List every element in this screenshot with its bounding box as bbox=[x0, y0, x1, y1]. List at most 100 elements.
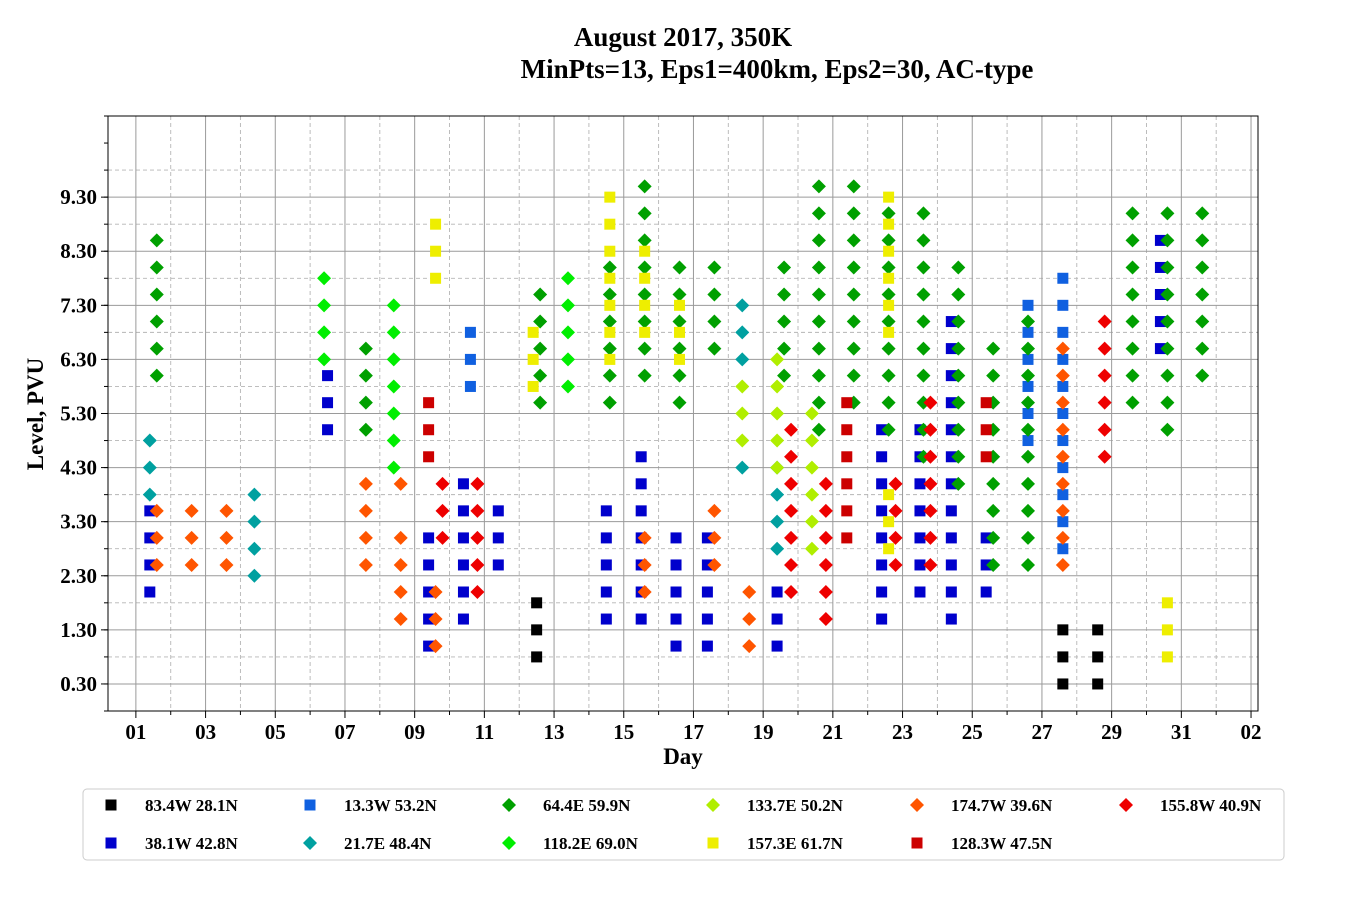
x-tick-label: 21 bbox=[822, 720, 843, 744]
data-point bbox=[1021, 557, 1035, 572]
data-point bbox=[883, 326, 895, 338]
data-point bbox=[184, 503, 199, 518]
data-point bbox=[423, 559, 435, 571]
data-point bbox=[735, 406, 750, 421]
data-point bbox=[986, 557, 1001, 572]
data-point bbox=[916, 287, 931, 302]
data-point bbox=[670, 532, 682, 544]
data-point bbox=[846, 341, 861, 356]
data-point bbox=[561, 379, 575, 394]
data-point bbox=[600, 613, 612, 625]
data-point bbox=[1022, 408, 1034, 419]
data-point bbox=[430, 245, 442, 257]
data-point bbox=[951, 449, 966, 464]
data-point bbox=[386, 406, 401, 421]
data-point bbox=[247, 568, 262, 583]
data-point bbox=[784, 503, 799, 518]
data-point bbox=[1057, 678, 1069, 690]
data-point bbox=[883, 245, 895, 257]
data-point bbox=[1055, 368, 1070, 383]
data-point bbox=[635, 505, 647, 517]
data-point bbox=[637, 368, 652, 383]
data-point bbox=[358, 557, 373, 572]
data-point bbox=[923, 422, 938, 437]
data-point bbox=[219, 530, 234, 545]
data-point bbox=[672, 314, 687, 329]
legend-marker bbox=[502, 836, 516, 850]
data-point bbox=[1125, 260, 1140, 275]
x-tick-label: 31 bbox=[1171, 720, 1192, 744]
data-point bbox=[876, 559, 888, 571]
data-point bbox=[1097, 422, 1112, 437]
data-point bbox=[771, 586, 783, 598]
data-point bbox=[818, 612, 833, 627]
data-point bbox=[742, 585, 757, 599]
data-point bbox=[1161, 624, 1173, 636]
data-point bbox=[986, 530, 1001, 545]
data-point bbox=[602, 314, 617, 329]
data-point bbox=[770, 514, 785, 529]
data-point bbox=[1057, 651, 1069, 663]
legend-marker bbox=[105, 799, 117, 811]
data-point bbox=[637, 557, 652, 572]
data-point bbox=[1057, 462, 1069, 474]
data-point bbox=[1021, 314, 1035, 329]
legend-label: 133.7E 50.2N bbox=[747, 796, 844, 815]
legend-marker bbox=[303, 836, 317, 850]
data-point bbox=[945, 559, 957, 571]
data-point bbox=[811, 206, 826, 221]
data-point bbox=[1125, 287, 1140, 302]
data-point bbox=[393, 557, 408, 572]
y-axis-label: Level, PVU bbox=[23, 357, 48, 470]
data-point bbox=[881, 395, 896, 410]
data-point bbox=[707, 530, 722, 545]
data-point bbox=[883, 272, 895, 284]
data-point bbox=[707, 557, 722, 572]
data-point bbox=[1055, 341, 1070, 356]
data-point bbox=[604, 218, 616, 230]
data-point bbox=[846, 368, 861, 383]
data-point bbox=[770, 379, 785, 394]
data-point bbox=[951, 314, 966, 329]
data-point bbox=[777, 341, 792, 356]
data-point bbox=[1055, 449, 1070, 464]
data-point bbox=[672, 341, 687, 356]
legend-label: 157.3E 61.7N bbox=[747, 834, 844, 853]
data-point bbox=[533, 314, 548, 329]
data-point bbox=[1160, 314, 1175, 329]
data-point bbox=[604, 299, 616, 311]
x-tick-label: 09 bbox=[404, 720, 425, 744]
data-point bbox=[888, 476, 903, 491]
data-point bbox=[533, 368, 548, 383]
data-point bbox=[428, 585, 443, 599]
y-tick-label: 7.30 bbox=[60, 293, 97, 317]
x-tick-label: 02 bbox=[1241, 720, 1262, 744]
data-point bbox=[811, 341, 826, 356]
data-point bbox=[876, 505, 888, 517]
data-point bbox=[841, 532, 853, 544]
data-point bbox=[804, 433, 819, 448]
data-points bbox=[142, 179, 1210, 690]
data-point bbox=[784, 557, 799, 572]
data-point bbox=[1057, 624, 1069, 636]
data-point bbox=[670, 559, 682, 571]
y-tick-label: 9.30 bbox=[60, 185, 97, 209]
data-point bbox=[142, 460, 157, 475]
data-point bbox=[1021, 449, 1035, 464]
data-point bbox=[527, 326, 539, 338]
data-point bbox=[142, 487, 157, 502]
data-point bbox=[600, 586, 612, 598]
data-point bbox=[951, 260, 966, 275]
data-point bbox=[707, 341, 722, 356]
legend-marker bbox=[910, 798, 924, 812]
x-tick-label: 29 bbox=[1101, 720, 1122, 744]
data-point bbox=[386, 379, 401, 394]
data-point bbox=[980, 397, 992, 409]
data-point bbox=[604, 272, 616, 284]
data-point bbox=[888, 557, 903, 572]
data-point bbox=[1097, 449, 1112, 464]
data-point bbox=[602, 395, 617, 410]
data-point bbox=[945, 586, 957, 598]
data-point bbox=[980, 586, 992, 598]
data-point bbox=[945, 532, 957, 544]
